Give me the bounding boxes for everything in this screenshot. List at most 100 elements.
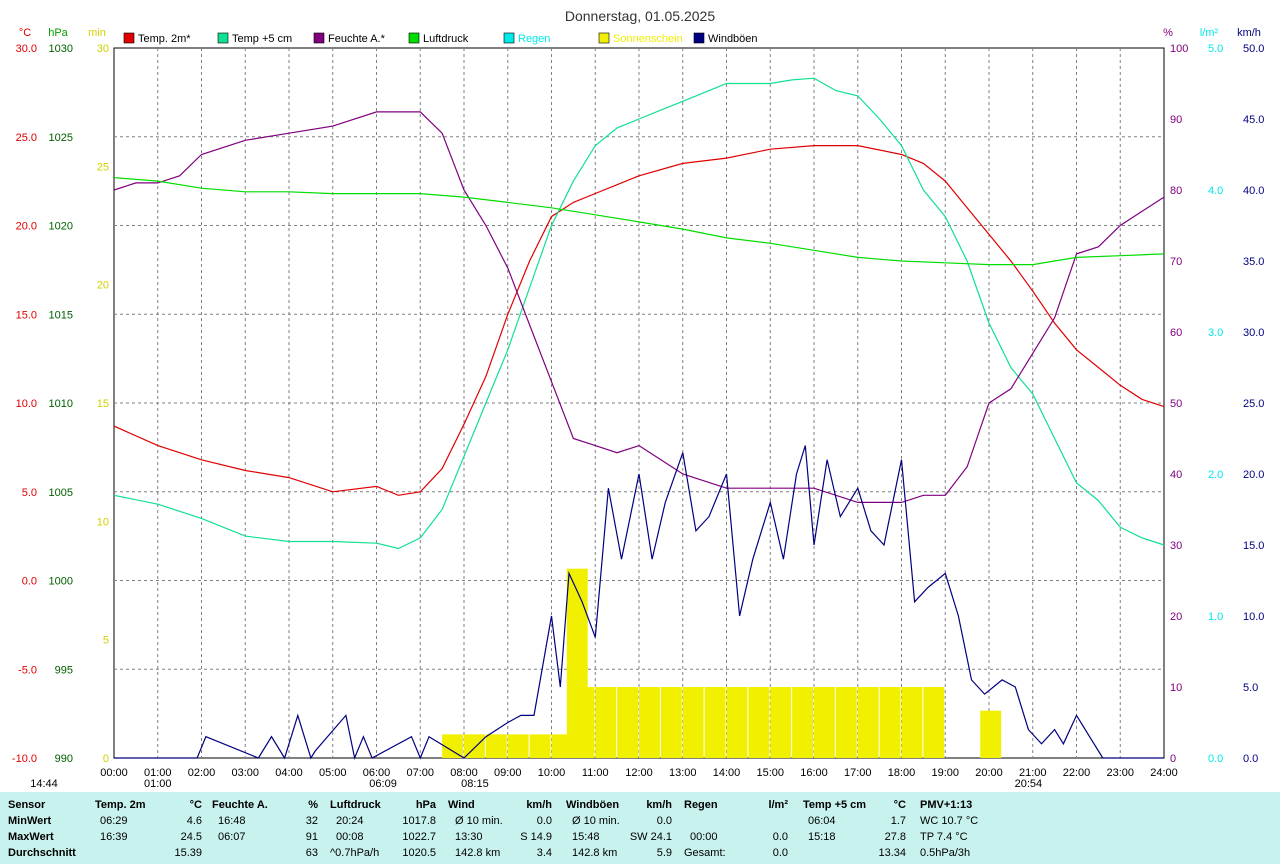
stats-header-temp5: Temp +5 cm (803, 799, 867, 811)
pressure-tick-label: 1020 (49, 221, 73, 233)
chart-title: Donnerstag, 01.05.2025 (565, 8, 715, 24)
sunshine-tick-label: 5 (103, 635, 109, 647)
x-tick-label: 09:00 (494, 767, 522, 779)
wind-tick-label: 50.0 (1243, 43, 1264, 55)
stats-press-max-time: 00:08 (336, 831, 364, 843)
sunshine-tick-label: 25 (97, 161, 109, 173)
sunshine-bar (748, 687, 770, 758)
stats-label-max: MaxWert (8, 831, 54, 843)
temp-2m-line (113, 145, 1165, 496)
time-marker-label: 01:00 (144, 778, 172, 790)
wind-tick-label: 40.0 (1243, 185, 1264, 197)
x-tick-label: 14:00 (713, 767, 741, 779)
legend-label: Feuchte A.* (328, 33, 386, 45)
legend-swatch (693, 32, 705, 44)
sunshine-bar (507, 734, 529, 758)
legend-label: Temp. 2m* (138, 33, 191, 45)
x-tick-label: 03:00 (231, 767, 259, 779)
legend-swatch (313, 32, 325, 44)
stats-temp-min-val: 4.6 (186, 815, 202, 827)
stats-label-avg: Durchschnitt (8, 847, 76, 859)
x-tick-label: 11:00 (582, 767, 609, 779)
time-marker-label: 06:09 (369, 778, 397, 790)
pressure-tick-label: 1015 (49, 309, 73, 321)
x-tick-label: 24:00 (1150, 767, 1178, 779)
stats-gust-max-time: 15:48 (572, 831, 600, 843)
sunshine-tick-label: 10 (97, 516, 109, 528)
right-axis-unit: l/m² (1200, 27, 1219, 39)
stats-header-rain-unit: l/m² (768, 799, 788, 811)
stats-wind-min-val: 0.0 (536, 815, 552, 827)
stats-header-temp5-unit: °C (893, 799, 906, 811)
sunshine-bar (879, 687, 901, 758)
stats-header-wind: Wind (448, 799, 475, 811)
stats-temp-avg-val: 15.39 (174, 847, 202, 859)
pressure-tick-label: 990 (55, 753, 73, 765)
stats-header-temp-unit: °C (189, 799, 202, 811)
stats-rain-max-time: 00:00 (690, 831, 718, 843)
rain-tick-label: 0.0 (1208, 753, 1223, 765)
pressure-tick-label: 1005 (49, 487, 73, 499)
legend-label: Regen (518, 33, 550, 45)
stats-gust-max-val: SW 24.1 (629, 831, 672, 843)
stats-label-min: MinWert (8, 815, 52, 827)
sunshine-bar (617, 687, 638, 758)
series-lines (113, 77, 1165, 761)
wind-tick-label: 25.0 (1243, 398, 1264, 410)
x-tick-label: 23:00 (1106, 767, 1134, 779)
legend-label: Sonnenschein (613, 33, 683, 45)
stats-hum-avg-val: 63 (305, 847, 318, 859)
sunshine-bar (573, 687, 595, 758)
temp-5cm-line (113, 77, 1165, 550)
sunshine-tick-label: 20 (97, 280, 109, 292)
grid-lines (114, 48, 1164, 758)
x-tick-label: 10:00 (538, 767, 566, 779)
stats-wind-distance: 142.8 km (455, 847, 501, 859)
humidity-tick-label: 0 (1170, 753, 1176, 765)
x-tick-label: 17:00 (844, 767, 872, 779)
sunshine-bar (923, 687, 945, 758)
stats-gust-min-label: Ø 10 min. (572, 815, 620, 827)
sunshine-bar (660, 687, 682, 758)
humidity-tick-label: 10 (1170, 682, 1182, 694)
stats-hum-min-time: 16:48 (218, 815, 246, 827)
stats-windchill: WC 10.7 °C (920, 815, 979, 827)
stats-gust-avg-val: 5.9 (656, 847, 672, 859)
legend-swatch (217, 32, 229, 44)
sunshine-bar (682, 687, 704, 758)
temp-tick-label: 5.0 (22, 487, 37, 499)
time-marker-label: 20:54 (1015, 778, 1043, 790)
sunshine-bar (726, 687, 748, 758)
sunshine-tick-label: 15 (97, 398, 109, 410)
temp-tick-label: 20.0 (16, 221, 37, 233)
stats-hum-max-val: 91 (305, 831, 318, 843)
stats-press-trend: ^0.7hPa/h (330, 847, 380, 859)
legend-label: Temp +5 cm (232, 33, 292, 45)
x-tick-label: 06:00 (363, 767, 391, 779)
humidity-tick-label: 20 (1170, 611, 1182, 623)
time-marker-label: 08:15 (461, 778, 489, 790)
sunshine-bar (485, 734, 507, 758)
stats-temp5-max-val: 27.8 (884, 831, 906, 843)
x-tick-label: 08:00 (450, 767, 478, 779)
stats-header-gust-unit: km/h (646, 799, 672, 811)
wind-tick-label: 5.0 (1243, 682, 1258, 694)
wind-tick-label: 30.0 (1243, 327, 1264, 339)
sunshine-bar (639, 687, 660, 758)
time-marker-label: 14:44 (30, 778, 58, 790)
x-tick-label: 00:00 (100, 767, 128, 779)
sunshine-bar (464, 734, 485, 758)
stats-dewpoint: TP 7.4 °C (920, 831, 968, 843)
legend-swatch (123, 32, 135, 44)
wind-tick-label: 45.0 (1243, 114, 1264, 126)
x-tick-label: 19:00 (931, 767, 959, 779)
x-tick-label: 12:00 (625, 767, 653, 779)
stats-press-min-time: 20:24 (336, 815, 364, 827)
left-axis-unit: hPa (48, 27, 68, 39)
humidity-tick-label: 80 (1170, 185, 1182, 197)
x-tick-label: 18:00 (888, 767, 916, 779)
stats-wind-min-label: Ø 10 min. (455, 815, 503, 827)
legend-label: Luftdruck (423, 33, 469, 45)
stats-temp5-min-time: 06:04 (808, 815, 836, 827)
stats-header-press: Luftdruck (330, 799, 381, 811)
